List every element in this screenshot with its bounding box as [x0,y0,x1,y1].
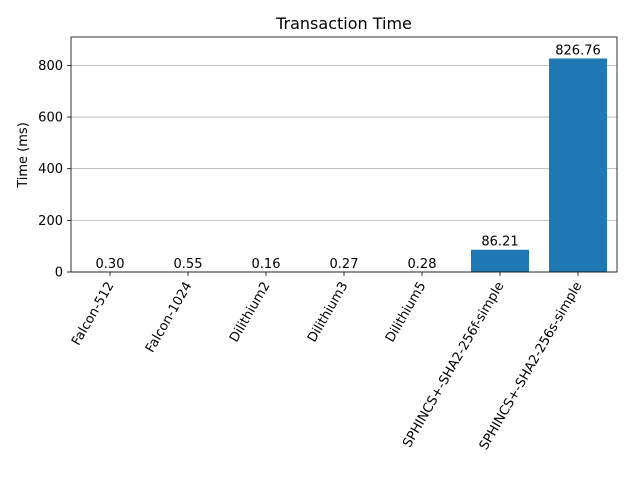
bar-value-label: 0.55 [174,257,203,272]
bar [471,249,529,272]
gridlines [71,65,617,273]
x-tick-label: Dilithium3 [305,280,351,345]
y-tick-label: 800 [38,59,63,74]
y-tick-label: 200 [38,214,63,229]
bar [549,58,607,272]
bar-value-label: 0.28 [408,257,437,272]
bar-value-labels: 0.30 0.55 0.16 0.27 0.28 86.21 826.76 [96,43,601,271]
x-tick-label: Falcon-1024 [143,280,195,356]
x-tick-label: Dilithium2 [227,280,273,345]
bar-value-label: 826.76 [555,43,601,58]
x-tick-label: Dilithium5 [383,280,429,345]
bars [81,58,607,272]
bar-value-label: 0.27 [330,257,359,272]
y-axis-label: Time (ms) [16,122,31,189]
y-tick-label: 0 [55,266,63,281]
y-tick-label: 600 [38,111,63,126]
bar-value-label: 0.30 [96,257,125,272]
chart-title: Transaction Time [275,14,412,33]
axes: 0 200 400 600 800 Falcon-512 Falcon-1024 Dilith… [38,36,618,453]
y-tick-label: 400 [38,162,63,177]
x-tick-label: Falcon-512 [69,280,117,349]
plot-frame [70,36,618,273]
bar-value-label: 86.21 [481,235,518,250]
bar-value-label: 0.16 [252,257,281,272]
